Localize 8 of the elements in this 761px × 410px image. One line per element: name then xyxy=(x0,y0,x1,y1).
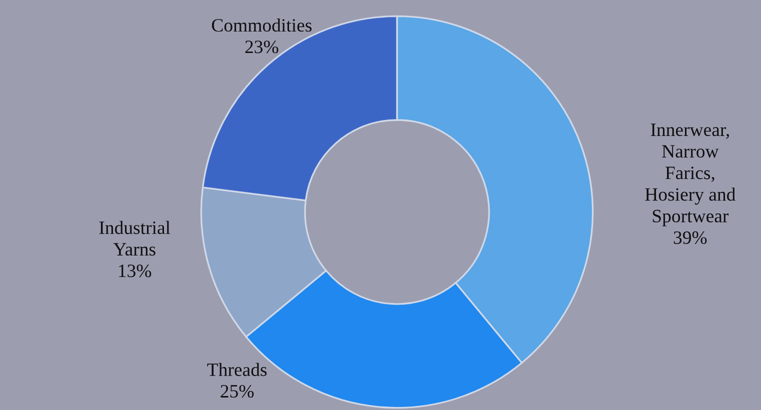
data-label: 23% xyxy=(245,40,278,54)
slice-label: Commodities xyxy=(212,18,312,32)
slice-label: Innerwear, Narrow Farics, Hosiery and Sportwear xyxy=(645,124,736,226)
data-label: 39% xyxy=(674,231,707,244)
slice-label: Threads xyxy=(207,362,267,376)
data-label: 25% xyxy=(220,384,254,398)
data-label: 13% xyxy=(119,264,152,278)
slice-label: Industrial Yarns xyxy=(99,220,170,256)
